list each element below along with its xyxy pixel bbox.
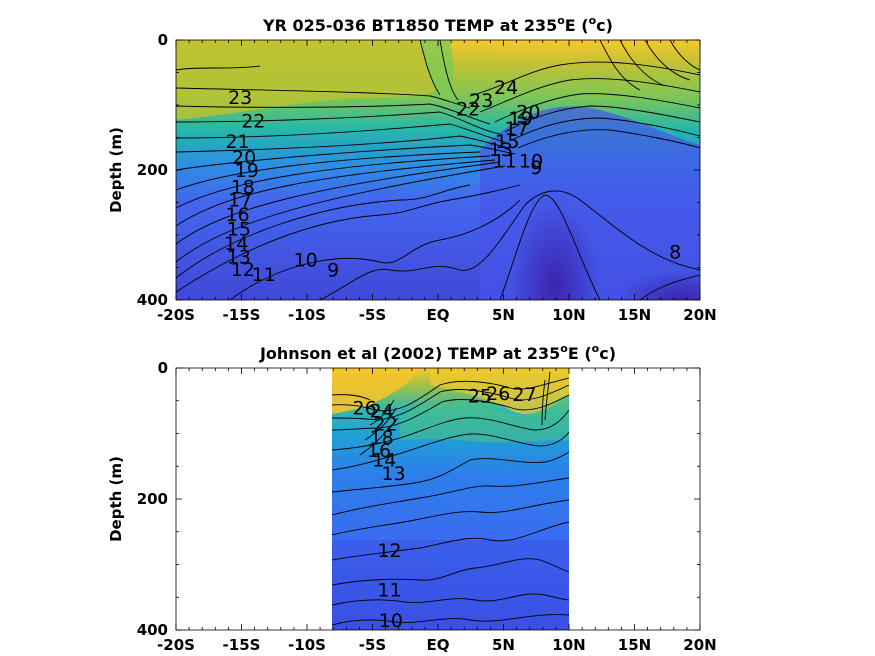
contour-label: 14: [224, 233, 248, 255]
contour-label: 8: [669, 241, 681, 263]
x-tick-label: -15S: [223, 306, 261, 324]
x-tick-label: 15N: [618, 306, 651, 324]
contour-label: 18: [231, 176, 255, 198]
contour-label: 11: [493, 150, 517, 172]
contour-label: 16: [225, 204, 249, 226]
axis-ticks-model: -20S -15S -10S -5S EQ 5N 10N 15N 20N 0 200 400: [137, 31, 717, 324]
contour-label: 25: [468, 386, 492, 408]
x-tick-label: 10N: [552, 636, 585, 654]
y-axis-label-observed: Depth (m): [107, 456, 125, 542]
x-tick-label: 5N: [492, 306, 515, 324]
contour-label: 24: [494, 77, 518, 99]
contour-label: 17: [228, 189, 252, 211]
x-tick-label: 10N: [552, 306, 585, 324]
y-tick-label: 0: [158, 31, 168, 49]
contour-label: 13: [489, 139, 513, 161]
contour-label: 14: [372, 450, 396, 472]
contour-label: 21: [225, 131, 249, 153]
y-tick-label: 400: [137, 291, 168, 309]
contour-label: 10: [519, 150, 543, 172]
x-tick-label: -10S: [288, 306, 326, 324]
contour-label: 26: [486, 383, 510, 405]
y-axis-label-model: Depth (m): [107, 127, 125, 213]
x-tick-label: 5N: [492, 636, 515, 654]
x-tick-label: 20N: [683, 636, 716, 654]
x-tick-label: -20S: [157, 306, 195, 324]
contour-label: 22: [241, 111, 265, 133]
y-tick-label: 200: [137, 490, 168, 508]
contour-label: 11: [252, 264, 276, 286]
contour-label: 24: [370, 401, 394, 423]
contour-label: 22: [456, 98, 480, 120]
contour-label: 23: [469, 90, 493, 112]
contour-label: 19: [235, 160, 259, 182]
x-tick-label: -10S: [288, 636, 326, 654]
contour-label: 19: [508, 108, 532, 130]
y-tick-label: 400: [137, 621, 168, 639]
chart-title-observed: Johnson et al (2002) TEMP at 235oE (oc): [259, 342, 616, 363]
contour-label: 18: [370, 427, 394, 449]
axis-ticks-observed: -20S -15S -10S -5S EQ 5N 10N 15N 20N 0 200 400: [137, 359, 717, 654]
x-tick-label: 15N: [618, 636, 651, 654]
x-tick-label: EQ: [427, 636, 450, 654]
contour-label: 11: [377, 579, 401, 601]
contour-label: 15: [227, 219, 251, 241]
x-tick-label: EQ: [427, 306, 450, 324]
contour-label: 26: [353, 397, 377, 419]
contour-label: 20: [232, 147, 256, 169]
y-tick-label: 0: [158, 359, 168, 377]
contour-label: 23: [228, 87, 252, 109]
x-tick-label: -20S: [157, 636, 195, 654]
contour-label: 13: [227, 246, 251, 268]
contour-label: 12: [231, 259, 255, 281]
x-tick-label: -5S: [359, 636, 386, 654]
chart-title-model: YR 025-036 BT1850 TEMP at 235oE (oc): [262, 14, 613, 35]
contour-label: 27: [512, 384, 536, 406]
contour-label: 9: [530, 157, 542, 179]
contour-lines-model: [176, 40, 700, 300]
contour-lines-observed: [332, 371, 569, 626]
y-tick-label: 200: [137, 161, 168, 179]
contour-label: 16: [367, 440, 391, 462]
contour-label: 17: [505, 118, 529, 140]
contour-label: 13: [381, 463, 405, 485]
contour-label: 10: [379, 610, 403, 632]
contour-label: 10: [294, 250, 318, 272]
contour-label: 15: [495, 131, 519, 153]
x-tick-label: -15S: [223, 636, 261, 654]
x-tick-label: -5S: [359, 306, 386, 324]
contour-label: 20: [516, 102, 540, 124]
contour-label: 22: [374, 414, 398, 436]
contour-label: 9: [327, 259, 339, 281]
x-tick-label: 20N: [683, 306, 716, 324]
contour-label: 12: [377, 540, 401, 562]
